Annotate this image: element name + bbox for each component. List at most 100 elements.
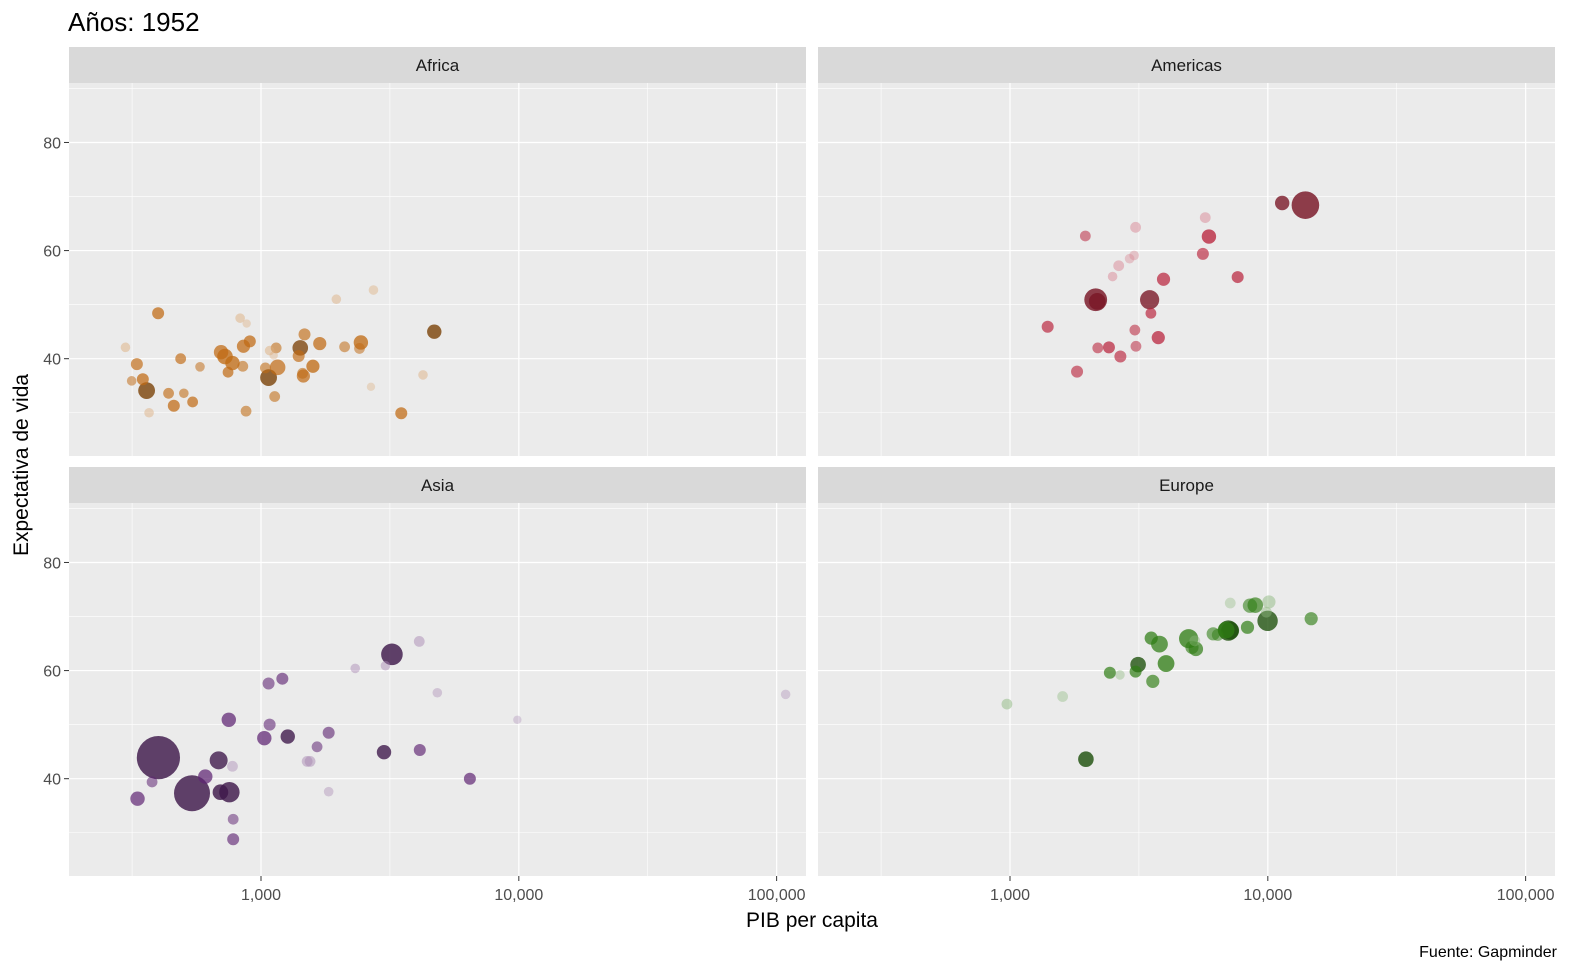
panel-background [69,83,806,456]
panel-background [818,83,1555,456]
data-point [212,784,229,801]
data-point [322,726,335,739]
data-point [270,342,282,354]
data-point [1129,250,1139,261]
data-point [323,786,334,797]
y-tick-label: 80 [43,555,61,572]
facet-strip [69,47,806,83]
data-point [1231,271,1244,284]
data-point [1129,665,1142,678]
x-tick-label: 10,000 [494,887,543,904]
data-point [213,345,229,360]
facet-panels: Africa 40 60 80 Americas Asia 40 60 80 1,000 10,00… [43,47,1555,904]
data-point [368,285,379,295]
data-point [227,760,238,772]
data-point [1242,598,1258,613]
data-point [1151,331,1165,345]
data-point [138,382,156,399]
data-point [1071,365,1084,378]
data-point [130,791,145,806]
facet-strip-label: Europe [1159,476,1214,495]
data-point [1274,195,1290,211]
data-point [1079,230,1091,242]
data-point [301,755,313,767]
data-point [136,373,149,386]
data-point [174,775,211,812]
x-tick-label: 1,000 [990,887,1030,904]
data-point [144,407,154,418]
data-point [237,360,249,372]
data-point [1113,260,1125,272]
data-point [263,718,276,731]
data-point [380,660,391,671]
data-point [1140,290,1160,310]
panel-europe: Europe 1,000 10,000 100,000 [818,467,1555,904]
x-axis-label: PIB per capita [746,909,878,932]
y-tick-label: 80 [43,135,61,152]
data-point [227,833,240,846]
data-point [1144,631,1158,645]
data-point [136,736,181,780]
data-point [376,745,392,760]
data-point [1146,674,1160,688]
data-point [221,712,236,727]
data-point [257,730,272,746]
data-point [269,359,286,376]
data-point [1291,191,1320,219]
data-point [1196,247,1209,260]
data-point [1211,628,1224,641]
y-tick-label: 60 [43,244,61,261]
x-tick-label: 10,000 [1243,887,1292,904]
data-point [179,388,189,399]
data-point [298,328,311,341]
data-point [1057,691,1069,702]
data-point [262,677,275,690]
data-point [432,687,443,698]
data-point [427,324,442,339]
data-point [381,643,403,666]
data-point [780,689,791,700]
data-point [1129,324,1141,336]
data-point [280,729,295,744]
data-point [225,355,240,371]
facet-strip-label: Africa [416,56,460,75]
facet-strip-label: Asia [421,476,455,495]
data-point [1107,271,1118,282]
data-point [304,755,316,767]
panel-americas: Americas [818,47,1555,456]
data-point [1201,229,1217,244]
data-point [306,359,320,373]
data-point [126,376,137,386]
facet-strip [69,467,806,503]
y-tick-label: 40 [43,352,61,369]
data-point [1130,340,1142,352]
data-point [130,358,143,371]
data-point [1102,341,1115,354]
data-point [227,813,239,825]
chart-title: Años: 1952 [68,7,200,37]
data-point [242,319,251,328]
x-tick-label: 100,000 [748,887,806,904]
data-point [313,336,327,351]
data-point [1157,655,1175,672]
data-point [187,396,199,408]
data-point [339,341,351,353]
data-point [331,294,342,305]
y-axis-label: Expectativa de vida [10,374,33,556]
data-point [418,370,428,380]
data-point [269,351,278,360]
data-point [163,387,174,399]
data-point [1114,350,1127,363]
data-point [1156,272,1171,286]
data-point [1103,666,1116,679]
data-point [1199,212,1211,224]
panel-background [69,503,806,876]
data-point [152,307,165,320]
data-point [513,715,522,724]
source-caption: Fuente: Gapminder [1419,944,1558,961]
data-point [167,399,180,412]
data-point [235,313,245,323]
x-tick-label: 1,000 [241,887,281,904]
data-point [413,635,425,647]
